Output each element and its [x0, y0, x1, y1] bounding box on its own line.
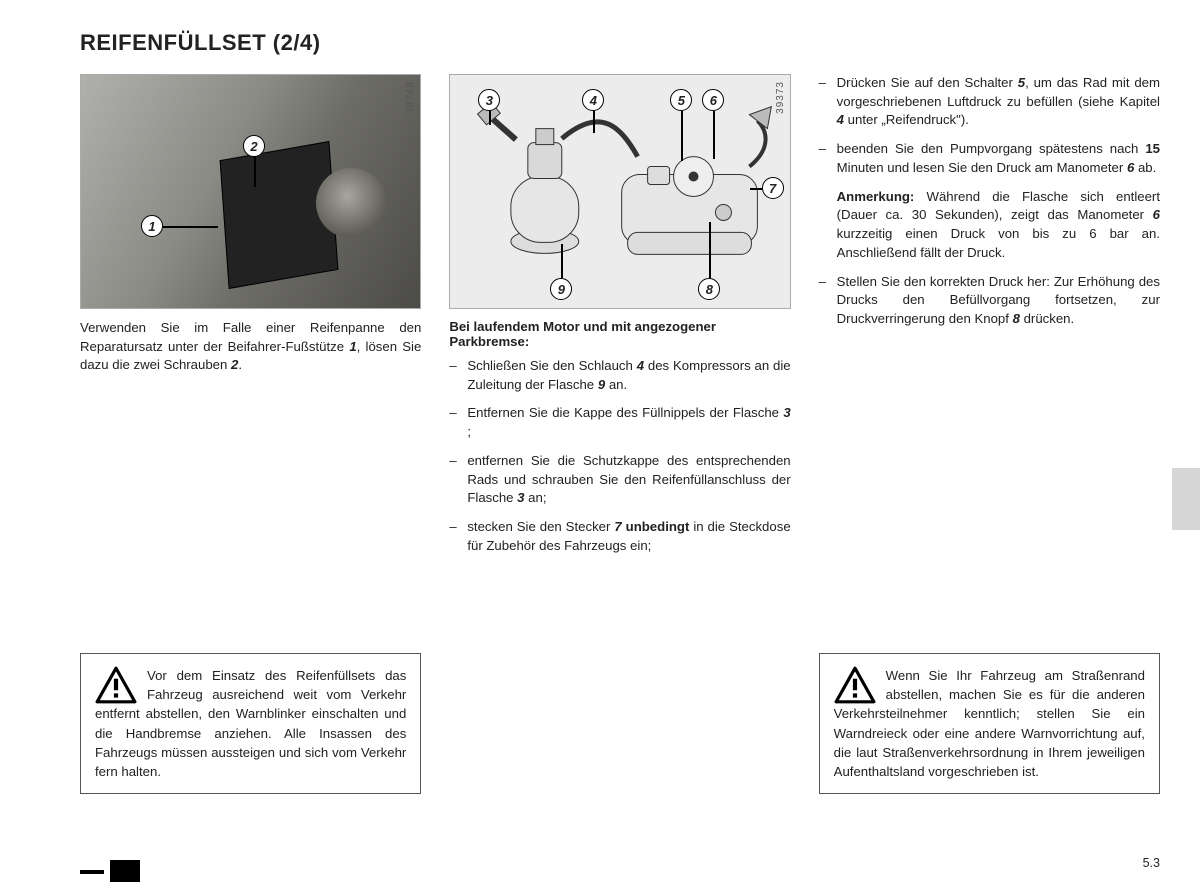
- warning-box-1: Vor dem Einsatz des Reifenfüllsets das F…: [80, 653, 421, 794]
- col2-item-2: entfernen Sie die Schutzkappe des entspr…: [449, 452, 790, 508]
- callout-7: 7: [762, 177, 784, 199]
- leader-5: [681, 111, 683, 161]
- figure-id: 38749: [405, 81, 416, 114]
- leader-9: [561, 244, 563, 278]
- col2-item-1: Entfernen Sie die Kappe des Füllnippels …: [449, 404, 790, 441]
- warning-box-2: Wenn Sie Ihr Fahrzeug am Straßenrand abs…: [819, 653, 1160, 794]
- page-number: 5.3: [1143, 856, 1160, 870]
- content-columns: 38749 1 2 Verwenden Sie im Falle einer R…: [80, 74, 1160, 794]
- callout-2: 2: [243, 135, 265, 157]
- leader-6: [713, 111, 715, 159]
- footer-crop-marks: [110, 860, 140, 882]
- col3-list-b: Stellen Sie den korrekten Druck her: Zur…: [819, 273, 1160, 329]
- warning-2-text: Wenn Sie Ihr Fahrzeug am Straßenrand abs…: [834, 668, 1145, 779]
- figure1-caption: Verwenden Sie im Falle einer Reifenpanne…: [80, 319, 421, 375]
- column-1: 38749 1 2 Verwenden Sie im Falle einer R…: [80, 74, 421, 794]
- col3-item-1: beenden Sie den Pumpvorgang spätestens n…: [819, 140, 1160, 177]
- col2-item-3: stecken Sie den Stecker 7 unbedingt in d…: [449, 518, 790, 555]
- col2-item-0: Schließen Sie den Schlauch 4 des Kompres…: [449, 357, 790, 394]
- warning-icon: [95, 666, 137, 704]
- warning-1-text: Vor dem Einsatz des Reifenfüllsets das F…: [95, 668, 406, 779]
- leader-1: [163, 226, 218, 228]
- leader-8: [709, 222, 711, 278]
- compressor-svg: [450, 75, 789, 308]
- leader-4: [593, 111, 595, 133]
- col2-heading: Bei laufendem Motor und mit angezogener …: [449, 319, 790, 349]
- col3-list-a: Drücken Sie auf den Schalter 5, um das R…: [819, 74, 1160, 178]
- callout-1: 1: [141, 215, 163, 237]
- warning-icon: [834, 666, 876, 704]
- figure2-id: 39373: [775, 81, 786, 114]
- column-3: Drücken Sie auf den Schalter 5, um das R…: [819, 74, 1160, 794]
- leader-7: [750, 188, 762, 190]
- col3-note: Anmerkung: Während die Flasche sich entl…: [837, 188, 1160, 263]
- title-main: REIFENFÜLLSET: [80, 30, 266, 55]
- page-title: REIFENFÜLLSET (2/4): [80, 30, 1160, 56]
- figure-compressor-diagram: 39373 3 4 5 6 7 9 8: [449, 74, 790, 309]
- col3-item2-0: Stellen Sie den korrekten Druck her: Zur…: [819, 273, 1160, 329]
- leader-2: [254, 157, 256, 187]
- col2-list: Schließen Sie den Schlauch 4 des Kompres…: [449, 357, 790, 556]
- column-2: 39373 3 4 5 6 7 9 8 Bei laufendem Motor …: [449, 74, 790, 794]
- col3-item-0: Drücken Sie auf den Schalter 5, um das R…: [819, 74, 1160, 130]
- side-tab: [1172, 468, 1200, 530]
- diagram-bg: [450, 75, 789, 308]
- figure-footwell-photo: 38749 1 2: [80, 74, 421, 309]
- title-sub: (2/4): [273, 30, 321, 55]
- leader-3: [489, 111, 491, 125]
